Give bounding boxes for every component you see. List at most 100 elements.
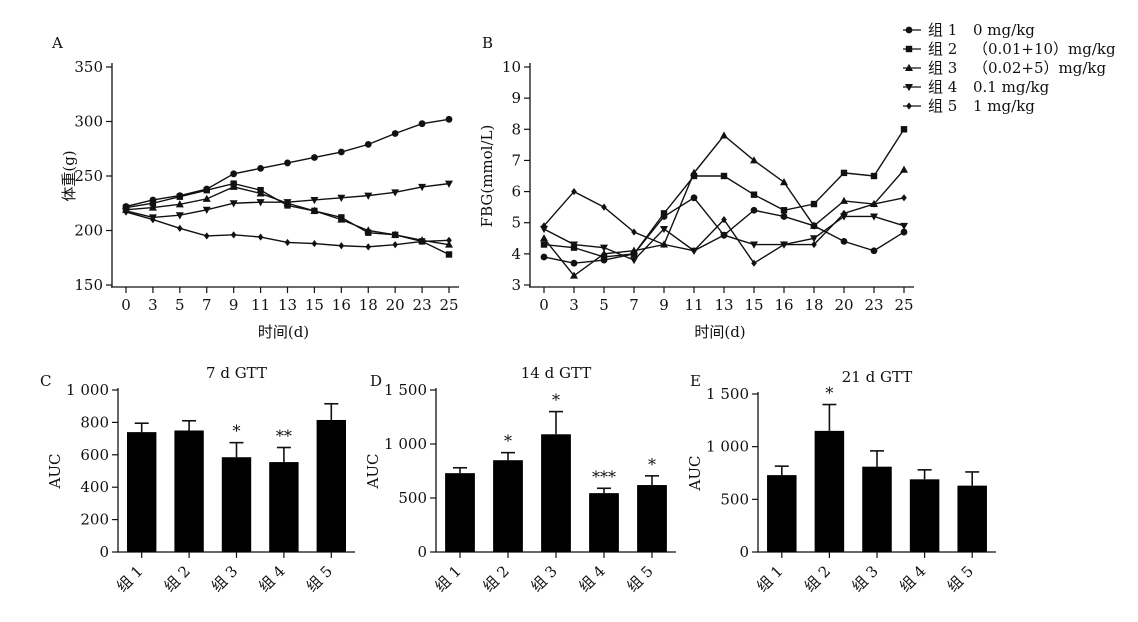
data-point: [690, 172, 698, 180]
bar: [814, 430, 845, 552]
data-point: [871, 200, 877, 208]
data-point: [540, 234, 548, 242]
x-tick-label: 20: [834, 296, 853, 314]
series-4: [122, 180, 453, 222]
data-point: [202, 206, 211, 214]
data-point: [229, 200, 238, 208]
data-point: [229, 182, 238, 190]
x-tick-label: 组 1: [431, 562, 464, 595]
legend-dose: （0.02+5）mg/kg: [973, 59, 1106, 77]
y-tick-label: 300: [74, 113, 103, 131]
series-5: [541, 187, 907, 267]
data-point: [600, 244, 608, 252]
x-axis-label: 时间(d): [258, 323, 309, 341]
y-tick-label: 5: [511, 214, 521, 232]
data-point: [391, 130, 399, 137]
data-point: [540, 241, 548, 248]
series-line: [543, 190, 905, 265]
bar: [269, 462, 299, 552]
legend-label: 组 2: [928, 40, 957, 58]
data-point: [631, 228, 637, 236]
x-tick-label: 11: [251, 296, 270, 314]
x-axis-label: 时间(d): [694, 323, 745, 341]
x-tick-label: 23: [413, 296, 432, 314]
data-point: [660, 210, 668, 217]
data-point: [870, 172, 878, 180]
series-3: [122, 182, 453, 248]
x-tick-label: 7: [629, 296, 639, 314]
data-point: [780, 178, 788, 186]
data-point: [123, 208, 129, 216]
x-tick-label: 15: [744, 296, 763, 314]
x-tick-label: 0: [121, 296, 131, 314]
data-point: [283, 199, 292, 207]
y-tick-label: 800: [80, 413, 109, 431]
x-tick-label: 组 3: [527, 562, 560, 595]
x-tick-label: 7: [202, 296, 212, 314]
data-point: [630, 257, 638, 265]
data-point: [840, 238, 848, 245]
y-tick-label: 4: [511, 245, 521, 263]
panel-letter-E: E: [690, 372, 701, 390]
x-tick-label: 3: [148, 296, 158, 314]
y-tick-label: 3: [511, 276, 521, 294]
x-tick-label: 组 2: [160, 562, 193, 595]
data-point: [690, 194, 698, 202]
data-point: [570, 259, 578, 267]
bar: [957, 485, 987, 552]
data-point: [256, 189, 265, 197]
legend-dose: （0.01+10）mg/kg: [973, 40, 1116, 58]
legend-dose: 1 mg/kg: [973, 97, 1035, 115]
data-point: [392, 241, 398, 249]
legend-label: 组 1: [928, 21, 957, 39]
data-point: [810, 221, 818, 229]
data-point: [630, 250, 638, 258]
x-tick-label: 9: [229, 296, 239, 314]
data-point: [540, 225, 548, 234]
data-point: [445, 180, 453, 188]
x-tick-label: 18: [804, 296, 823, 314]
x-tick-label: 25: [894, 296, 913, 314]
data-point: [571, 187, 577, 196]
x-tick-label: 16: [332, 296, 351, 314]
legend-dose: 0 mg/kg: [973, 21, 1035, 39]
data-point: [540, 253, 548, 261]
x-tick-label: 20: [386, 296, 405, 314]
data-point: [810, 235, 818, 243]
x-tick-label: 3: [569, 296, 579, 314]
data-point: [750, 241, 758, 249]
data-point: [690, 168, 698, 176]
legend: 组 1 0 mg/kg 组 2 （0.01+10）mg/kg 组 3 （0.02+5）mg…: [903, 21, 1116, 115]
bar: [316, 419, 346, 552]
data-point: [257, 233, 264, 241]
significance-label: *: [552, 391, 560, 410]
data-point: [391, 230, 400, 238]
series-1: [540, 194, 908, 267]
data-point: [841, 209, 847, 217]
data-point: [810, 200, 818, 208]
bar: [589, 493, 619, 552]
y-tick-label: 150: [74, 276, 103, 294]
x-tick-label: 15: [305, 296, 324, 314]
bar: [127, 432, 157, 552]
data-point: [900, 222, 908, 231]
data-point: [445, 240, 453, 248]
x-tick-label: 23: [864, 296, 883, 314]
x-tick-label: 18: [359, 296, 378, 314]
data-point: [901, 194, 907, 202]
data-point: [202, 194, 211, 202]
legend-label: 组 3: [928, 59, 957, 77]
y-tick-label: 10: [502, 58, 521, 76]
bar: [637, 485, 667, 552]
y-axis-label: AUC: [46, 454, 64, 490]
x-tick-label: 13: [714, 296, 733, 314]
bar: [221, 457, 252, 552]
data-point: [230, 170, 238, 178]
y-tick-label: 0: [739, 543, 749, 561]
data-point: [364, 226, 373, 234]
significance-label: ***: [592, 467, 616, 486]
bar-chart-C: 7 d GTT 0 200 400 600 800 1 000 AUC 组 1 组 2 * 组 3 **…: [46, 364, 355, 596]
line-chart-A: 150 200 250 300 350 0 3 5 7 9 11 13 15 16 18 20 23 25 时间(d…: [60, 58, 459, 341]
y-tick-label: 600: [80, 446, 109, 464]
bar-chart-D: 14 d GTT 0 500 1 000 1 500 AUC 组 1 * 组 2 * 组 3 *** 组…: [364, 364, 676, 596]
